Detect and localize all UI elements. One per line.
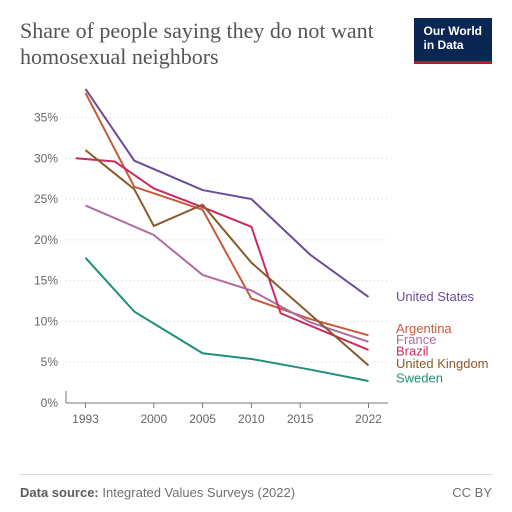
license: CC BY	[452, 485, 492, 500]
series-label-sweden: Sweden	[396, 370, 443, 385]
logo-line1: Our World	[424, 24, 482, 38]
chart-container: 0% 5% 10% 15% 20% 25% 30% 35% 1993 2000 2005 2010 20…	[20, 93, 492, 433]
ytick-label: 15%	[34, 273, 58, 287]
series-label-united-kingdom: United Kingdom	[396, 356, 489, 371]
ytick-label: 20%	[34, 233, 58, 247]
owid-logo: Our World in Data	[414, 18, 492, 64]
logo-line2: in Data	[424, 38, 482, 52]
ytick-label: 35%	[34, 110, 58, 124]
xtick-label: 2022	[355, 412, 382, 426]
ytick-label: 30%	[34, 151, 58, 165]
footer: Data source: Integrated Values Surveys (…	[20, 474, 492, 500]
xtick-label: 2015	[287, 412, 314, 426]
line-chart: 0% 5% 10% 15% 20% 25% 30% 35% 1993 2000 2005 2010 20…	[20, 93, 492, 433]
ytick-label: 10%	[34, 314, 58, 328]
source-label: Data source:	[20, 485, 99, 500]
source-value: Integrated Values Surveys (2022)	[102, 485, 295, 500]
ytick-label: 0%	[41, 396, 59, 410]
ytick-label: 5%	[41, 355, 59, 369]
xtick-label: 2005	[189, 412, 216, 426]
ytick-label: 25%	[34, 192, 58, 206]
series-label-united-states: United States	[396, 289, 475, 304]
page-title: Share of people saying they do not want …	[20, 18, 380, 71]
xtick-label: 2000	[140, 412, 167, 426]
series-argentina	[86, 93, 369, 335]
xtick-label: 1993	[72, 412, 99, 426]
xtick-label: 2010	[238, 412, 265, 426]
series-united-states	[86, 89, 369, 297]
